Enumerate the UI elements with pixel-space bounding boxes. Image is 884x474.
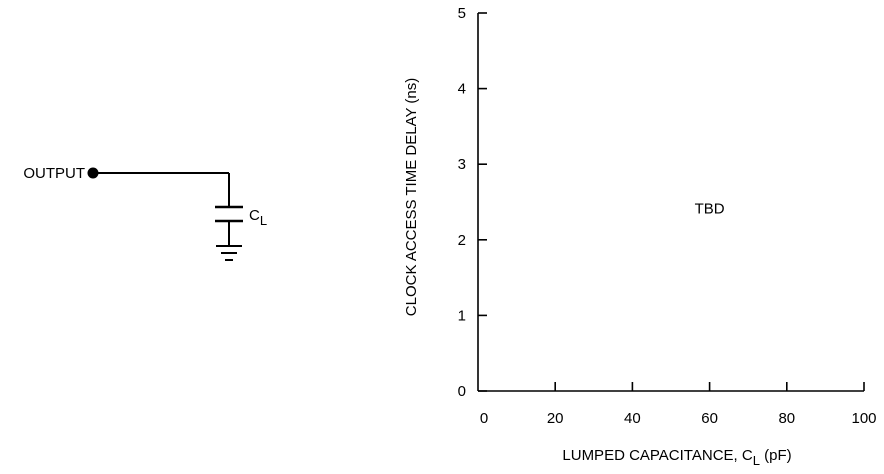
x-tick-label: 60: [701, 410, 718, 427]
x-axis-label-sub: L: [753, 453, 760, 468]
capacitor-label-sub: L: [260, 213, 267, 228]
y-tick-label: 5: [458, 5, 466, 22]
output-label: OUTPUT: [23, 165, 85, 182]
x-axis-label: LUMPED CAPACITANCE, CL (pF): [562, 447, 791, 468]
capacitor-label-main: C: [249, 207, 260, 224]
x-tick-label: 0: [480, 410, 488, 427]
x-tick-label: 100: [851, 410, 876, 427]
y-tick-label: 1: [458, 307, 466, 324]
x-ticks: 0 20 40 60 80 100: [480, 382, 877, 427]
x-tick-label: 40: [624, 410, 641, 427]
tbd-annotation: TBD: [695, 200, 725, 217]
x-axis-label-main: LUMPED CAPACITANCE, C: [562, 447, 752, 464]
capacitor-label: CL: [249, 207, 267, 228]
output-circuit: OUTPUT CL: [23, 165, 267, 261]
y-tick-label: 2: [458, 232, 466, 249]
y-axis-label: CLOCK ACCESS TIME DELAY (ns): [403, 78, 420, 316]
x-tick-label: 80: [778, 410, 795, 427]
y-tick-label: 0: [458, 383, 466, 400]
y-tick-label: 3: [458, 156, 466, 173]
x-axis-label-unit: (pF): [760, 447, 792, 464]
y-tick-label: 4: [458, 81, 466, 98]
x-tick-label: 20: [547, 410, 564, 427]
y-ticks: 0 1 2 3 4 5: [458, 5, 487, 400]
delay-chart: 0 1 2 3 4 5 0 20 40 60 80 100 CLOCK ACCESS TIME DE…: [403, 5, 877, 468]
